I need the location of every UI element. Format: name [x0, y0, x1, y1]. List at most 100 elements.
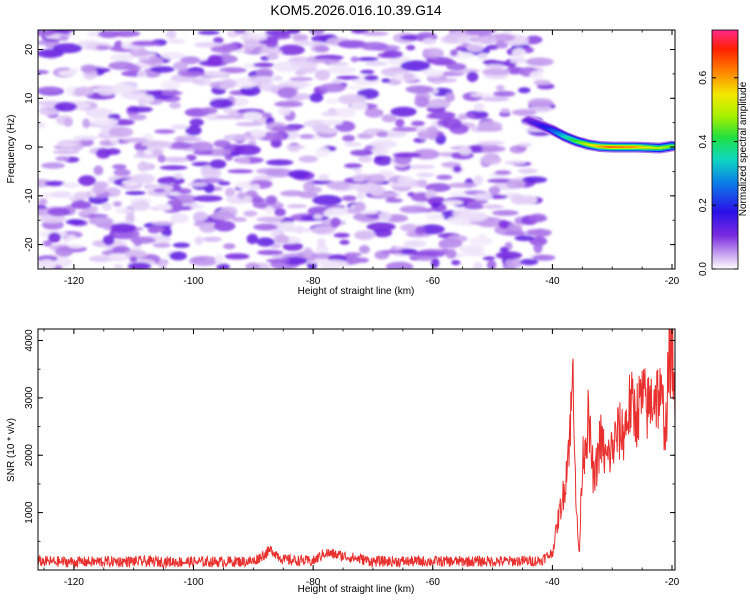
colorbar: 0.0 0.2 0.4 0.6 Normalized spectral amplitu… — [698, 29, 749, 276]
heatmap-cell — [54, 101, 78, 112]
heatmap-cell — [482, 59, 500, 65]
heatmap-cell — [312, 195, 342, 206]
heatmap-cell — [288, 145, 305, 150]
heatmap-cell — [414, 226, 426, 235]
heatmap-cell — [112, 201, 122, 207]
heatmap-cell — [412, 148, 440, 160]
x-tick-label: -100 — [184, 577, 204, 588]
heatmap-cell — [210, 211, 236, 221]
heatmap-cell — [514, 235, 535, 242]
heatmap-cell — [529, 105, 553, 113]
heatmap-cell — [110, 30, 141, 37]
heatmap-cell — [482, 68, 511, 76]
y-tick-label: 0 — [24, 144, 35, 150]
heatmap-cell — [165, 142, 193, 150]
heatmap-cell — [338, 94, 367, 105]
heatmap-cell — [57, 142, 77, 148]
heatmap-cell — [243, 210, 258, 217]
heatmap-cell — [164, 156, 189, 163]
heatmap-cell — [357, 155, 373, 163]
heatmap-cell — [289, 76, 314, 82]
heatmap-cell — [341, 195, 357, 202]
heatmap-cell — [74, 86, 95, 97]
heatmap-cell — [160, 79, 181, 91]
heatmap-cell — [486, 30, 497, 34]
heatmap-cell — [297, 191, 319, 199]
heatmap-cell — [459, 211, 488, 222]
heatmap-cell — [200, 177, 224, 184]
heatmap-cell — [38, 49, 64, 58]
heatmap-cell — [130, 201, 150, 211]
heatmap-cell — [235, 122, 264, 127]
heatmap-cell — [325, 98, 340, 104]
heatmap-cell — [38, 259, 57, 269]
heatmap-cell — [446, 62, 467, 71]
heatmap-cell — [492, 90, 516, 97]
heatmap-cell — [38, 70, 50, 75]
heatmap-cell — [133, 236, 143, 247]
heatmap-cell — [309, 92, 324, 103]
heatmap-cell — [309, 30, 325, 35]
heatmap-cell — [92, 185, 107, 195]
heatmap-cell — [201, 167, 222, 179]
heatmap-cell — [419, 224, 445, 235]
heatmap-cell — [213, 37, 224, 44]
heatmap-cell — [223, 243, 236, 250]
heatmap-cell — [220, 78, 237, 89]
heatmap-cell — [125, 212, 135, 224]
heatmap-cell — [288, 169, 310, 179]
heatmap-cell — [504, 230, 526, 236]
heatmap-cell — [326, 66, 357, 75]
heatmap-cell — [405, 85, 435, 94]
heatmap-cell — [452, 165, 462, 173]
heatmap-cell — [487, 178, 514, 183]
heatmap-cell — [169, 102, 182, 109]
heatmap-cell — [283, 228, 314, 233]
heatmap-cell — [173, 61, 188, 71]
heatmap-cell — [403, 72, 415, 81]
heatmap-cell — [108, 253, 128, 260]
x-tick-label: -20 — [665, 577, 680, 588]
heatmap-cell — [274, 208, 286, 217]
heatmap-cell — [459, 245, 485, 254]
heatmap-cell — [224, 253, 250, 260]
heatmap-cell — [406, 44, 416, 51]
x-tick-label: -80 — [306, 577, 321, 588]
heatmap-cell — [436, 174, 453, 180]
heatmap-cell — [371, 147, 390, 156]
heatmap-cell — [38, 30, 55, 37]
heatmap-cell — [82, 118, 91, 129]
heatmap-cell — [445, 249, 457, 259]
heatmap-cell — [494, 170, 512, 176]
heatmap-cell — [335, 107, 356, 118]
heatmap-cell — [278, 106, 292, 116]
heatmap-cell — [502, 30, 513, 33]
heatmap-cell — [236, 191, 247, 200]
heatmap-cell — [395, 118, 405, 128]
heatmap-cell — [111, 83, 137, 93]
heatmap-cell — [473, 261, 483, 269]
heatmap-cell — [51, 191, 72, 198]
heatmap-cell — [159, 165, 188, 171]
heatmap-cell — [532, 254, 556, 261]
heatmap-cell — [433, 79, 443, 84]
heatmap-cell — [173, 136, 202, 142]
heatmap-cell — [510, 194, 526, 205]
heatmap-cell — [210, 45, 235, 53]
heatmap-cell — [193, 41, 223, 48]
spectrogram-y-axis: -20 -10 0 10 20 — [24, 44, 675, 270]
heatmap-cell — [343, 141, 363, 147]
heatmap-cell — [233, 30, 247, 35]
heatmap-cell — [189, 118, 204, 127]
heatmap-cell — [314, 54, 344, 61]
heatmap-cell — [233, 144, 261, 156]
heatmap-cell — [136, 149, 145, 156]
heatmap-cell — [264, 38, 278, 48]
heatmap-cell — [440, 35, 469, 45]
heatmap-cell — [310, 186, 322, 193]
heatmap-cell — [451, 259, 461, 266]
heatmap-cell — [217, 181, 231, 186]
heatmap-cell — [522, 176, 548, 184]
heatmap-cell — [303, 247, 313, 258]
heatmap-cell — [253, 62, 275, 68]
